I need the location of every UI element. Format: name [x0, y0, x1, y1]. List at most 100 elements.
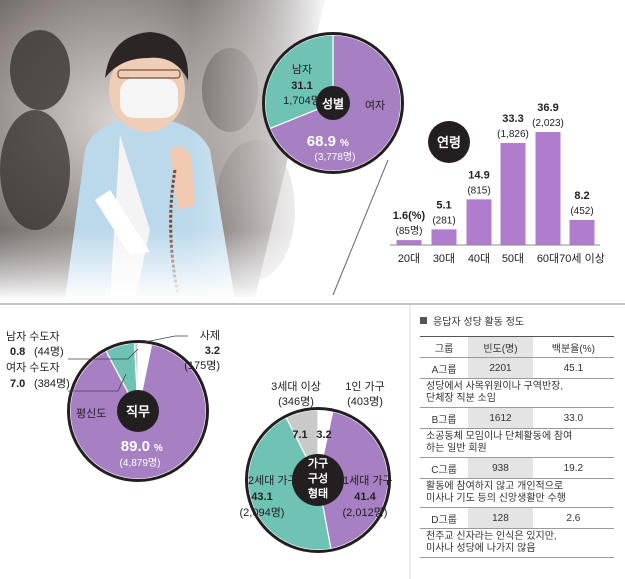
age-bar-pct-5: 8.2 [574, 190, 589, 202]
household-pie-chart [245, 407, 391, 553]
gender-title: 성별 [322, 96, 344, 111]
gender-center-dot [316, 86, 350, 120]
gender-female-count: (3,778명) [315, 151, 356, 163]
role-center-dot [117, 390, 159, 432]
table-body: A그룹 2201 45.1 성당에서 사목위원이나 구역반장, 단체장 직분 소임 B그룹… [420, 357, 614, 558]
household-slice-two-gen [247, 416, 332, 551]
table-row: C그룹 938 19.2 [420, 457, 614, 479]
table-row: B그룹 1612 33.0 [420, 407, 614, 429]
table-cell-pct: 45.1 [532, 357, 614, 379]
age-bar-pct-2: 14.9 [468, 169, 489, 181]
household-one-person-count: (403명) [347, 395, 383, 408]
table-cell-group: C그룹 [420, 457, 469, 479]
description-line: 천주교 신자라는 인식은 있지만, [426, 531, 557, 542]
table-cell-freq: 128 [468, 507, 533, 529]
gender-female-pct-unit: % [340, 138, 349, 149]
table-cell-description: 활동에 참여하지 않고 개인적으로 미사나 기도 등의 신앙생활만 수행 [420, 478, 614, 508]
household-outline [245, 407, 391, 553]
age-title: 연령 [437, 135, 461, 150]
household-title-1: 가구 [308, 456, 328, 470]
gender-male-label: 남자 [292, 63, 312, 76]
household-two-gen-pct: 43.1 [251, 491, 272, 503]
table-cell-description: 성당에서 사목위원이나 구역반장, 단체장 직분 소임 [420, 378, 614, 408]
household-three-gen-pct: 7.1 [292, 429, 307, 441]
household-title-3: 형태 [308, 486, 328, 500]
role-labels: 남자 수도자 0.8 (44명) 여자 수도자 7.0 (384명) 사제 3.… [6, 329, 220, 469]
description-line: 소공동체 모임이나 단체활동에 참여 [426, 431, 573, 442]
divider-line [332, 159, 389, 296]
household-three-gen-count: (346명) [278, 395, 314, 408]
gender-male-pct: 31.1 [291, 80, 312, 92]
age-bar-pct-4: 36.9 [537, 102, 558, 114]
age-bar-pct-3: 33.3 [502, 113, 523, 125]
role-laity-pct: 89.0 [121, 438, 150, 455]
role-female-religious-label: 여자 수도자 [6, 361, 60, 374]
role-title: 직무 [126, 404, 150, 419]
age-title-badge [428, 121, 470, 163]
table-desc-row: 소공동체 모임이나 단체활동에 참여 하는 일반 회원 [420, 428, 614, 458]
age-bar-count-1: (281) [432, 215, 455, 226]
age-bar-label-4: 60대 [537, 252, 559, 265]
activity-table-panel: 응답자 성당 활동 정도 그룹 빈도(명) 백분율(%) A그룹 2201 45.1… [420, 312, 620, 558]
table-cell-description: 소공동체 모임이나 단체활동에 참여 하는 일반 회원 [420, 428, 614, 458]
role-female-religious-pct: 7.0 [10, 378, 25, 390]
table-desc-row: 성당에서 사목위원이나 구역반장, 단체장 직분 소임 [420, 378, 614, 408]
table-cell-pct: 2.6 [532, 507, 614, 529]
table-row: D그룹 128 2.6 [420, 507, 614, 529]
table-cell-pct: 19.2 [532, 457, 614, 479]
role-female-leader [68, 373, 127, 392]
table-header-freq: 빈도(명) [468, 336, 533, 358]
role-laity-label: 평신도 [76, 407, 106, 420]
age-bar-3 [500, 143, 526, 245]
table-cell-pct: 33.0 [532, 407, 614, 429]
age-bar-count-0: (85명) [396, 225, 423, 237]
gender-slice-male [264, 34, 334, 130]
role-priest-label: 사제 [200, 329, 220, 342]
household-labels: 3세대 이상 (346명) 1인 가구 (403명) 7.1 3.2 가구 구성… [240, 380, 393, 519]
table-cell-group: A그룹 [420, 357, 469, 379]
table-desc-row: 천주교 신자라는 인식은 있지만, 미사나 성당에 나가지 않음 [420, 528, 614, 558]
description-line: 성당에서 사목위원이나 구역반장, [426, 381, 564, 392]
square-bullet-icon [420, 316, 427, 324]
role-priest-pct: 3.2 [205, 345, 220, 357]
age-bar-2 [466, 199, 492, 245]
age-bar-chart: 1.6(%) (85명) 20대 5.1 (281) 30대 14.9 (815) 40대 33.… [393, 102, 605, 265]
age-bar-label-0: 20대 [398, 252, 420, 265]
activity-table: 그룹 빈도(명) 백분율(%) A그룹 2201 45.1 성당에서 사목위원이나 구… [420, 336, 614, 558]
household-one-gen-count: (2,012명) [343, 506, 388, 519]
role-laity-count: (4,879명) [120, 457, 161, 469]
activity-table-title: 응답자 성당 활동 정도 [433, 316, 525, 328]
household-title-2: 구성 [308, 471, 328, 485]
role-male-religious-label: 남자 수도자 [6, 330, 60, 343]
age-bar-label-5: 70세 이상 [559, 252, 605, 265]
role-laity-pct-unit: % [154, 443, 163, 454]
description-line: 미사나 기도 등의 신앙생활만 수행 [426, 493, 566, 504]
age-bar-count-2: (815) [467, 185, 490, 196]
table-header-row: 그룹 빈도(명) 백분율(%) [420, 336, 614, 358]
household-center-dot [292, 454, 344, 506]
table-cell-freq: 2201 [468, 357, 533, 379]
description-line: 하는 일반 회원 [426, 443, 487, 454]
description-line: 활동에 참여하지 않고 개인적으로 [426, 481, 564, 492]
age-bar-1 [431, 229, 457, 245]
age-bar-4 [535, 132, 561, 245]
household-one-person-pct: 3.2 [316, 429, 331, 441]
age-bar-count-3: (1,826) [497, 129, 529, 140]
table-row: A그룹 2201 45.1 [420, 357, 614, 379]
gender-female-pct: 68.9 [307, 133, 336, 150]
age-bar-label-2: 40대 [468, 252, 490, 265]
age-bar-count-4: (2,023) [532, 118, 564, 129]
household-two-gen-count: (2,094명) [240, 506, 285, 519]
age-bar-0 [396, 240, 422, 245]
role-priest-count: (175명) [184, 359, 220, 372]
gender-female-label: 여자 [365, 99, 385, 112]
household-one-gen-label: 1세대 가구 [343, 474, 393, 487]
table-cell-freq: 1612 [468, 407, 533, 429]
role-male-religious-pct: 0.8 [10, 346, 25, 358]
description-line: 단체장 직분 소임 [426, 393, 496, 404]
age-bar-label-1: 30대 [433, 252, 455, 265]
gender-outline [262, 32, 404, 174]
role-male-religious-count: (44명) [34, 345, 64, 358]
age-bar-count-5: (452) [570, 206, 593, 217]
